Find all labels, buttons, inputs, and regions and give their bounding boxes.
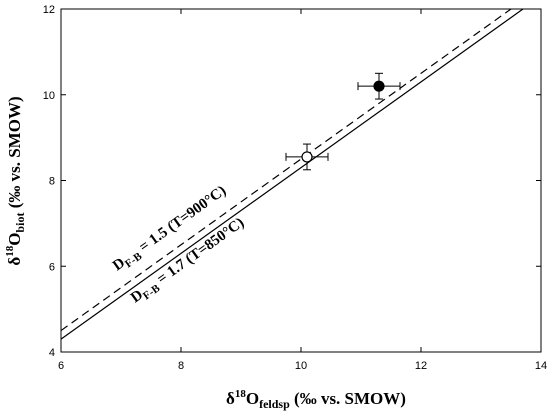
solid-line [60,8,524,340]
data-points [285,72,401,171]
y-tick-label: 6 [49,261,55,273]
dashed-line [60,8,512,332]
data-point-open [301,151,313,163]
y-tick-label: 8 [49,176,55,188]
y-tick-label: 4 [49,347,55,359]
x-tick-label: 6 [58,360,64,372]
solid-line-label: DF-B = 1.7 (T=850°C) [128,215,249,309]
y-tick-label: 12 [43,4,55,16]
y-axis-label: δ18Obiot (‰ vs. SMOW) [4,96,27,265]
fractionation-lines [60,8,524,340]
data-point-filled [373,80,385,92]
x-tick-label: 12 [415,360,427,372]
y-tick-label: 10 [43,90,55,102]
x-tick-label: 10 [295,360,307,372]
x-axis-label: δ18Ofeldsp (‰ vs. SMOW) [226,388,406,411]
x-tick-label: 8 [178,360,184,372]
x-tick-label: 14 [535,360,547,372]
